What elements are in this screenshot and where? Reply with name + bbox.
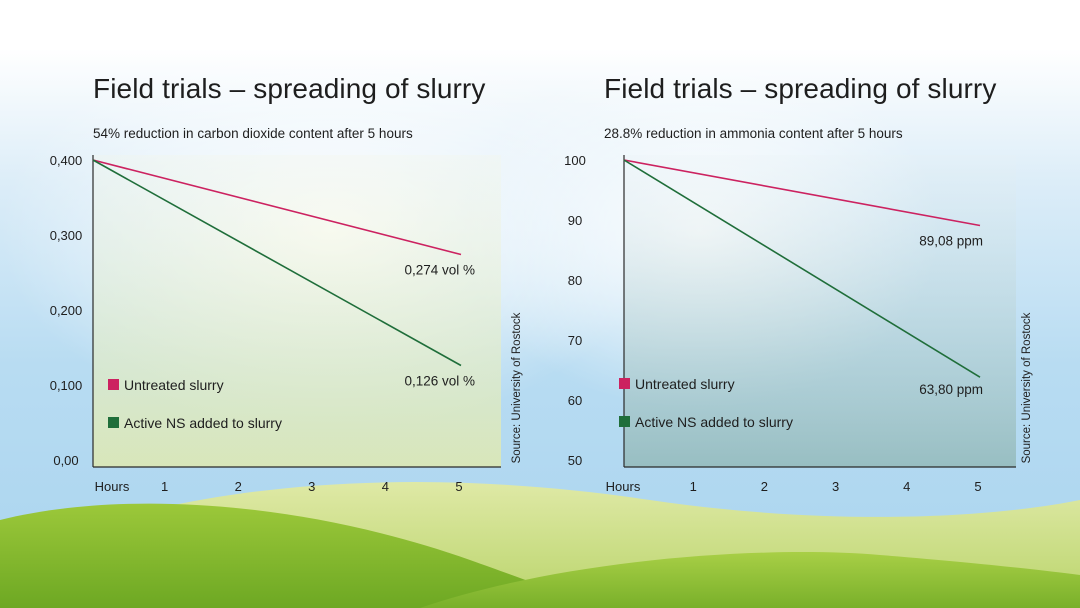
source-credit: Source: University of Rostock <box>1021 312 1033 463</box>
x-tick-label: 1 <box>161 479 168 494</box>
legend-swatch <box>619 416 630 427</box>
legend-label: Untreated slurry <box>124 377 224 393</box>
x-axis-label: Hours <box>95 479 130 494</box>
y-tick-label: 0,400 <box>50 153 83 168</box>
legend-label: Active NS added to slurry <box>635 414 793 430</box>
chart2-title: Field trials – spreading of slurry <box>604 73 997 104</box>
series-line-untreated <box>623 159 981 227</box>
y-tick-label: 0,00 <box>53 453 78 468</box>
chart1-title: Field trials – spreading of slurry <box>93 73 486 104</box>
source-credit: Source: University of Rostock <box>511 312 523 463</box>
legend-label: Untreated slurry <box>635 376 735 392</box>
x-tick-label: 2 <box>235 479 242 494</box>
end-value-label: 63,80 ppm <box>919 382 983 397</box>
x-tick-label: 1 <box>690 479 697 494</box>
x-tick-label: 3 <box>308 479 315 494</box>
x-tick-label: 3 <box>832 479 839 494</box>
end-value-label: 89,08 ppm <box>919 234 983 249</box>
series-line-untreated <box>92 159 462 256</box>
y-tick-label: 60 <box>568 393 582 408</box>
chart1-subtitle: 54% reduction in carbon dioxide content … <box>93 126 413 141</box>
x-tick-label: 2 <box>761 479 768 494</box>
x-tick-label: 5 <box>455 479 462 494</box>
y-tick-label: 0,100 <box>50 378 83 393</box>
series-line-active <box>92 159 462 367</box>
legend-label: Active NS added to slurry <box>124 415 282 431</box>
x-axis-label: Hours <box>606 479 641 494</box>
legend-swatch <box>108 417 119 428</box>
y-tick-label: 70 <box>568 333 582 348</box>
x-tick-label: 5 <box>974 479 981 494</box>
y-tick-label: 50 <box>568 453 582 468</box>
x-tick-label: 4 <box>382 479 389 494</box>
y-tick-label: 0,300 <box>50 228 83 243</box>
legend-swatch <box>108 379 119 390</box>
end-value-label: 0,126 vol % <box>404 374 475 389</box>
y-tick-label: 80 <box>568 273 582 288</box>
end-value-label: 0,274 vol % <box>404 263 475 278</box>
legend-swatch <box>619 378 630 389</box>
y-tick-label: 90 <box>568 213 582 228</box>
y-tick-label: 100 <box>564 153 586 168</box>
series-line-active <box>623 159 981 378</box>
x-tick-label: 4 <box>903 479 910 494</box>
chart2-subtitle: 28.8% reduction in ammonia content after… <box>604 126 903 141</box>
y-tick-label: 0,200 <box>50 303 83 318</box>
